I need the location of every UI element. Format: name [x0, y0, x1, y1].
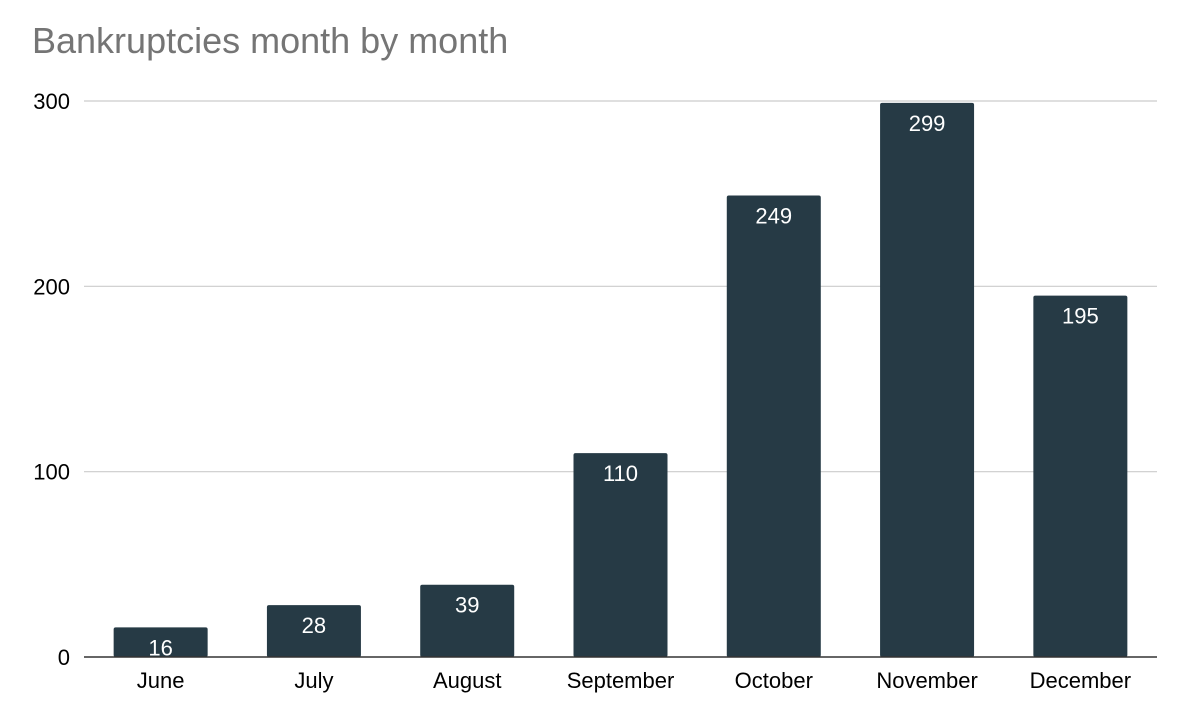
bar — [880, 102, 975, 657]
bar — [1033, 295, 1128, 657]
x-tick-label: October — [735, 668, 813, 693]
x-tick-label: December — [1030, 668, 1131, 693]
data-label: 299 — [909, 111, 946, 136]
data-labels: 16 28 39 110 249 299 195 — [148, 111, 1098, 660]
data-label: 28 — [302, 613, 326, 638]
x-tick-label: August — [433, 668, 502, 693]
bar — [420, 584, 515, 657]
y-tick-label: 200 — [33, 274, 70, 299]
x-tick-label: June — [137, 668, 185, 693]
x-tick-label: September — [567, 668, 675, 693]
x-tick-label: July — [294, 668, 333, 693]
bars — [113, 102, 1128, 657]
bar — [573, 453, 668, 657]
chart-title: Bankruptcies month by month — [32, 20, 509, 61]
x-tick-label: November — [876, 668, 977, 693]
y-tick-label: 100 — [33, 460, 70, 485]
data-label: 39 — [455, 593, 479, 618]
bar — [726, 195, 821, 657]
data-label: 249 — [755, 204, 792, 229]
gridlines — [84, 100, 1157, 473]
bar — [266, 605, 361, 657]
x-axis-ticks: June July August September October November De… — [137, 668, 1131, 693]
data-label: 16 — [148, 635, 172, 660]
bar — [113, 627, 208, 657]
data-label: 110 — [603, 461, 638, 486]
y-tick-label: 0 — [58, 645, 70, 670]
y-axis-ticks: 0 100 200 300 — [33, 89, 70, 670]
data-label: 195 — [1062, 304, 1099, 329]
y-tick-label: 300 — [33, 89, 70, 114]
